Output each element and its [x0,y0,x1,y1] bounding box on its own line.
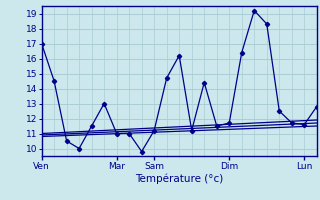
X-axis label: Température (°c): Température (°c) [135,173,223,184]
